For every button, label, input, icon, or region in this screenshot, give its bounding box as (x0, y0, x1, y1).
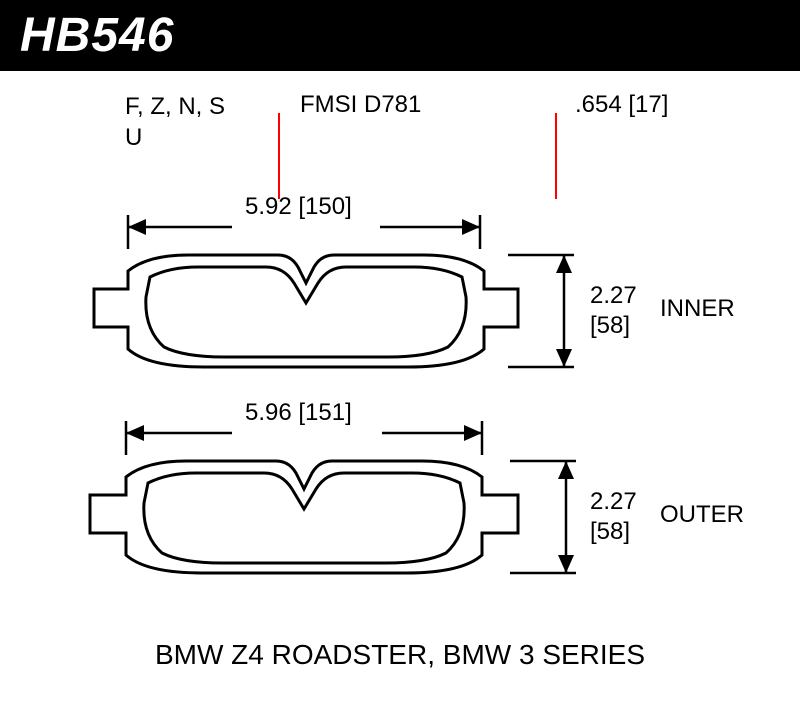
part-number: HB546 (20, 9, 174, 62)
diagram-content: F, Z, N, S U FMSI D781 .654 [17] 5.92 [1… (0, 71, 800, 701)
spec-row: F, Z, N, S U FMSI D781 .654 [17] (0, 91, 800, 181)
inner-height-line1: 2.27 (590, 281, 637, 311)
inner-height-dim: 2.27 [58] (590, 281, 637, 341)
inner-height-arrow (498, 239, 598, 399)
inner-pad-shape (88, 249, 528, 379)
inner-label: INNER (660, 295, 735, 323)
inner-height-line2: [58] (590, 311, 637, 341)
thickness-spec: .654 [17] (575, 91, 668, 119)
compounds-list: F, Z, N, S U (125, 91, 255, 153)
fmsi-code: FMSI D781 (300, 91, 421, 119)
part-number-header: HB546 (0, 0, 800, 71)
outer-height-line2: [58] (590, 517, 637, 547)
divider-1 (278, 113, 280, 199)
outer-height-dim: 2.27 [58] (590, 487, 637, 547)
compounds-line2: U (125, 122, 255, 153)
outer-pad-shape (86, 455, 526, 585)
applications-footer: BMW Z4 ROADSTER, BMW 3 SERIES (0, 639, 800, 671)
outer-label: OUTER (660, 501, 744, 529)
divider-2 (555, 113, 557, 199)
outer-height-line1: 2.27 (590, 487, 637, 517)
compounds-line1: F, Z, N, S (125, 91, 255, 122)
outer-height-arrow (500, 445, 600, 605)
